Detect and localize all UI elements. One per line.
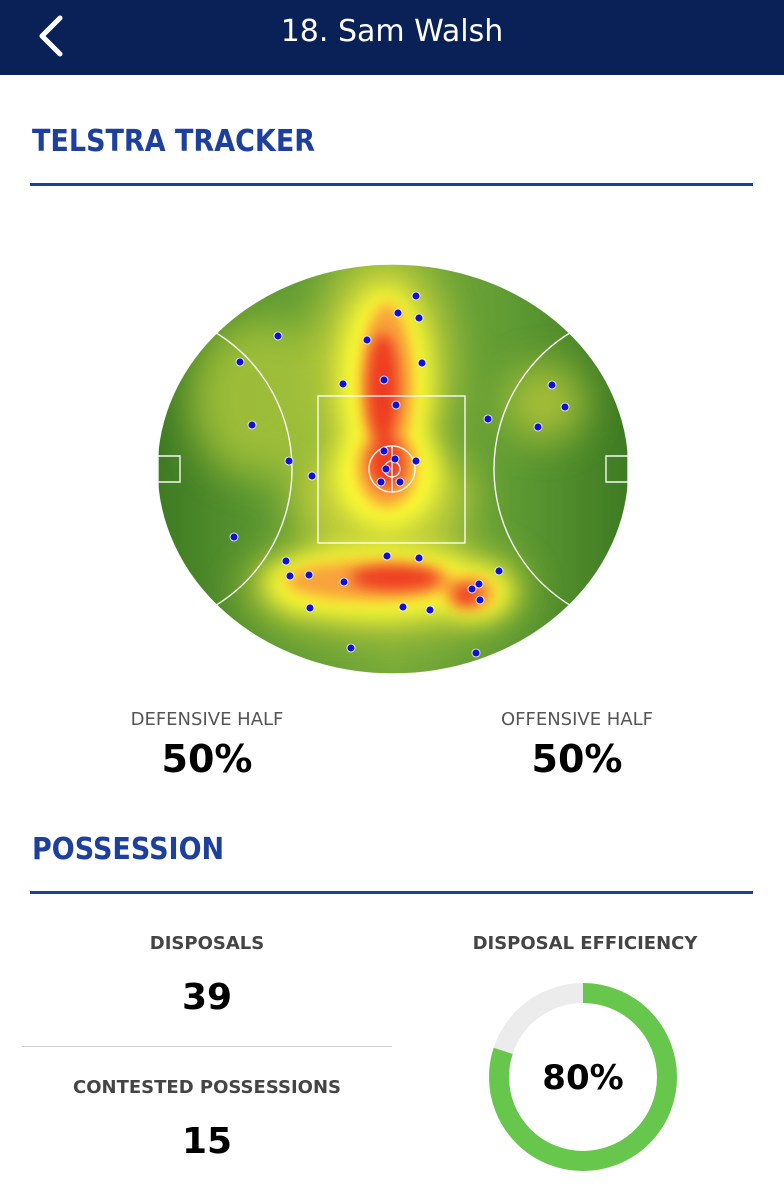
player-title: 18. Sam Walsh: [280, 14, 504, 49]
disposal-efficiency-value: 80%: [542, 1058, 624, 1098]
position-dot: [305, 603, 315, 613]
position-dot: [382, 551, 392, 561]
defensive-half-value: 50%: [161, 737, 253, 781]
position-dot: [235, 357, 245, 367]
tracker-section-divider: [30, 183, 753, 186]
disposals-value: 39: [181, 977, 233, 1018]
position-dot: [474, 579, 484, 589]
position-dot: [339, 577, 349, 587]
position-dot: [417, 358, 427, 368]
position-dot: [304, 570, 314, 580]
contested-possessions-label: CONTESTED POSSESSIONS: [73, 1077, 341, 1098]
position-dot: [307, 471, 317, 481]
disposal-efficiency-donut: [489, 983, 677, 1171]
disposal-efficiency-label: DISPOSAL EFFICIENCY: [472, 933, 698, 954]
donut-progress-arc: [489, 983, 677, 1171]
position-dot: [494, 566, 504, 576]
position-dot: [379, 375, 389, 385]
position-dot: [346, 643, 356, 653]
position-dot: [483, 414, 493, 424]
position-dot: [285, 571, 295, 581]
position-dot: [411, 456, 421, 466]
position-dot: [475, 595, 485, 605]
position-dot: [362, 335, 372, 345]
possession-section-title: POSSESSION: [32, 832, 225, 867]
position-dot: [411, 291, 421, 301]
back-button[interactable]: [30, 12, 78, 60]
position-dot: [391, 400, 401, 410]
position-dot: [533, 422, 543, 432]
position-dot: [414, 313, 424, 323]
offensive-half-label: OFFENSIVE HALF: [500, 709, 654, 730]
position-dot: [390, 454, 400, 464]
position-dot: [560, 402, 570, 412]
contested-possessions-value: 15: [181, 1121, 233, 1162]
position-dot: [395, 477, 405, 487]
position-dot: [393, 308, 403, 318]
position-dot: [229, 532, 239, 542]
position-dot: [281, 556, 291, 566]
position-dot: [376, 477, 386, 487]
position-dot: [471, 648, 481, 658]
position-dot: [547, 380, 557, 390]
position-dot: [467, 584, 477, 594]
field-heatmap: [156, 263, 630, 675]
offensive-half-value: 50%: [531, 737, 623, 781]
defensive-half-label: DEFENSIVE HALF: [130, 709, 284, 730]
chevron-left-icon: [39, 15, 63, 57]
app-header: 18. Sam Walsh: [0, 0, 784, 75]
tracker-section-title: TELSTRA TRACKER: [32, 124, 316, 159]
position-dot: [284, 456, 294, 466]
possession-section-divider: [30, 891, 753, 894]
position-dot: [398, 602, 408, 612]
disposals-label: DISPOSALS: [149, 933, 265, 954]
stat-divider: [22, 1046, 392, 1047]
position-dot: [381, 464, 391, 474]
position-dot: [247, 420, 257, 430]
position-dot: [414, 553, 424, 563]
position-dot: [338, 379, 348, 389]
position-dot: [379, 446, 389, 456]
position-dot: [425, 605, 435, 615]
position-dot: [273, 331, 283, 341]
